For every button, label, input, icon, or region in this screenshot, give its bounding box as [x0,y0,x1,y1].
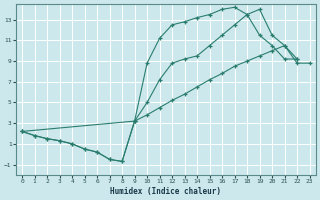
X-axis label: Humidex (Indice chaleur): Humidex (Indice chaleur) [110,187,221,196]
